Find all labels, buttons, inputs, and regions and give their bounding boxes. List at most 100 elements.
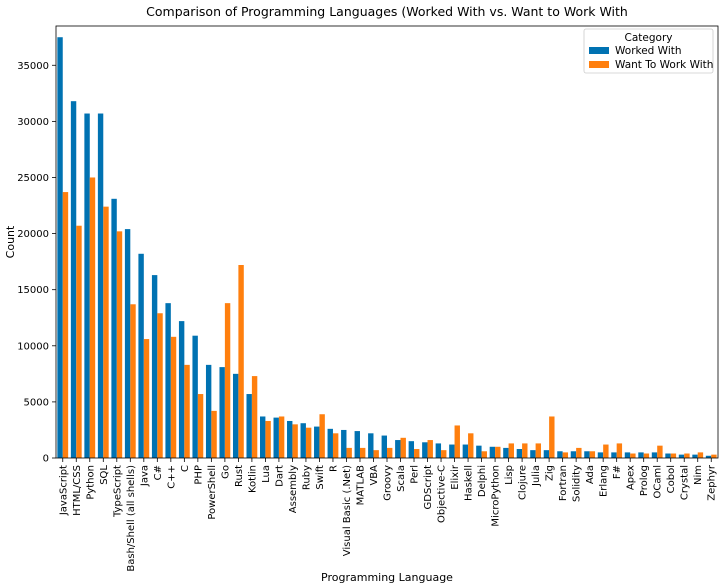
bar-want-to-work-with-4 bbox=[116, 231, 123, 458]
bar-worked-with-5 bbox=[124, 229, 131, 458]
bar-worked-with-22 bbox=[354, 431, 360, 458]
bar-worked-with-17 bbox=[287, 420, 293, 458]
bar-want-to-work-with-8 bbox=[170, 336, 177, 458]
bar-want-to-work-with-2 bbox=[89, 177, 96, 459]
bar-want-to-work-with-38 bbox=[576, 447, 582, 458]
x-tick-label: SQL bbox=[99, 465, 110, 485]
bar-want-to-work-with-33 bbox=[508, 443, 514, 458]
bar-want-to-work-with-39 bbox=[589, 451, 596, 458]
x-tick-label: OCaml bbox=[653, 465, 664, 499]
y-tick-label: 30000 bbox=[17, 117, 49, 128]
x-tick-label: C# bbox=[153, 465, 164, 480]
bar-want-to-work-with-17 bbox=[292, 424, 298, 458]
bar-want-to-work-with-18 bbox=[305, 427, 312, 458]
bar-worked-with-31 bbox=[476, 445, 482, 458]
bar-want-to-work-with-29 bbox=[454, 425, 460, 458]
bar-want-to-work-with-16 bbox=[278, 416, 285, 458]
bar-worked-with-10 bbox=[192, 335, 198, 458]
bar-worked-with-8 bbox=[165, 303, 171, 458]
bar-worked-with-45 bbox=[665, 453, 671, 458]
bar-want-to-work-with-41 bbox=[616, 443, 623, 458]
x-tick-label: Lisp bbox=[504, 465, 515, 485]
bar-worked-with-39 bbox=[584, 451, 590, 458]
bar-want-to-work-with-31 bbox=[481, 451, 487, 458]
legend-swatch-1 bbox=[589, 61, 609, 68]
bar-worked-with-13 bbox=[232, 373, 239, 458]
bar-want-to-work-with-46 bbox=[684, 453, 690, 458]
x-tick-label: MATLAB bbox=[355, 465, 366, 505]
bar-worked-with-24 bbox=[381, 435, 387, 458]
y-tick-label: 0 bbox=[43, 454, 49, 465]
bar-want-to-work-with-45 bbox=[670, 453, 677, 458]
x-tick-label: Ruby bbox=[301, 465, 312, 490]
bar-want-to-work-with-12 bbox=[224, 303, 231, 458]
y-tick-label: 25000 bbox=[17, 173, 49, 184]
x-tick-label: C bbox=[180, 465, 191, 472]
x-tick-label: Delphi bbox=[477, 465, 488, 497]
x-tick-label: Groovy bbox=[383, 465, 394, 501]
y-tick-label: 10000 bbox=[17, 341, 49, 352]
y-tick-label: 35000 bbox=[17, 61, 49, 72]
bar-want-to-work-with-42 bbox=[630, 453, 636, 458]
bar-worked-with-36 bbox=[543, 450, 550, 458]
x-tick-label: Zig bbox=[545, 465, 556, 481]
chart-title: Comparison of Programming Languages (Wor… bbox=[146, 4, 628, 19]
bar-want-to-work-with-48 bbox=[711, 454, 717, 458]
bar-worked-with-2 bbox=[84, 113, 90, 459]
bar-worked-with-14 bbox=[246, 394, 252, 458]
x-tick-label: Bash/Shell (all shells) bbox=[126, 465, 137, 572]
legend-box bbox=[583, 28, 714, 74]
x-tick-label: Julia bbox=[531, 465, 542, 487]
x-tick-label: Crystal bbox=[680, 465, 691, 500]
x-tick-label: Objective-C bbox=[437, 465, 448, 523]
x-tick-label: Go bbox=[220, 465, 231, 479]
bar-want-to-work-with-32 bbox=[495, 446, 501, 458]
x-tick-label: Prolog bbox=[639, 465, 650, 496]
x-tick-label: JavaScript bbox=[58, 465, 69, 516]
x-tick-label: PowerShell bbox=[207, 465, 218, 520]
bar-worked-with-40 bbox=[597, 452, 604, 458]
y-axis-label: Count bbox=[4, 225, 17, 258]
x-tick-label: Perl bbox=[410, 465, 421, 484]
bar-worked-with-34 bbox=[516, 449, 523, 458]
bar-want-to-work-with-25 bbox=[400, 437, 406, 458]
bar-want-to-work-with-7 bbox=[157, 313, 163, 458]
bar-worked-with-30 bbox=[462, 444, 469, 458]
x-tick-label: GDScript bbox=[423, 465, 434, 510]
x-tick-label: Apex bbox=[626, 465, 637, 490]
legend-entry-0: Worked With bbox=[615, 45, 682, 57]
x-tick-label: F# bbox=[612, 465, 623, 479]
bar-worked-with-12 bbox=[219, 367, 225, 458]
bar-want-to-work-with-0 bbox=[62, 192, 69, 458]
x-tick-label: Visual Basic (.Net) bbox=[342, 465, 353, 556]
x-tick-label: Fortran bbox=[558, 465, 569, 501]
x-tick-label: Haskell bbox=[464, 465, 475, 501]
bar-worked-with-7 bbox=[151, 275, 158, 458]
bar-want-to-work-with-15 bbox=[265, 420, 271, 458]
bar-worked-with-19 bbox=[314, 426, 320, 458]
x-tick-label: R bbox=[328, 465, 339, 472]
x-tick-label: Dart bbox=[274, 465, 285, 487]
bar-worked-with-48 bbox=[705, 455, 712, 458]
bar-worked-with-47 bbox=[692, 454, 698, 458]
bar-worked-with-6 bbox=[138, 253, 144, 458]
x-tick-label: Clojure bbox=[518, 465, 529, 500]
x-tick-label: Swift bbox=[315, 465, 326, 490]
bar-want-to-work-with-37 bbox=[562, 452, 569, 458]
x-tick-label: Erlang bbox=[599, 465, 610, 497]
x-tick-label: Ada bbox=[585, 465, 596, 484]
y-tick-label: 15000 bbox=[17, 285, 49, 296]
bar-worked-with-18 bbox=[300, 423, 306, 458]
bar-worked-with-15 bbox=[260, 416, 266, 458]
x-tick-label: MicroPython bbox=[491, 465, 502, 527]
bar-worked-with-3 bbox=[97, 113, 104, 459]
legend-swatch-0 bbox=[589, 47, 609, 54]
bar-worked-with-11 bbox=[205, 364, 212, 458]
bar-want-to-work-with-36 bbox=[549, 416, 555, 458]
x-tick-label: Zephyr bbox=[707, 464, 718, 501]
bar-want-to-work-with-19 bbox=[319, 414, 325, 458]
x-axis-label: Programming Language bbox=[321, 571, 453, 584]
y-tick-label: 5000 bbox=[24, 397, 49, 408]
